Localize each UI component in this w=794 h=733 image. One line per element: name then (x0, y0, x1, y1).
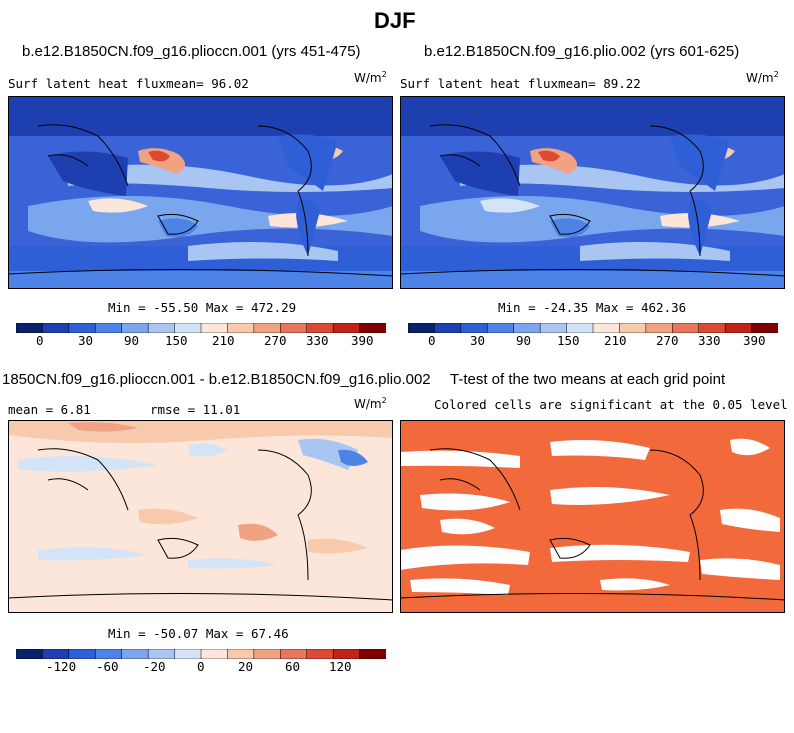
panel-4-title: T-test of the two means at each grid poi… (450, 371, 726, 388)
panel-1-colorbar-swatch (68, 323, 96, 333)
panel-1-colorbar-swatch (306, 323, 334, 333)
panel-3-colorbar-label: 120 (329, 659, 352, 674)
panel-3-mean: mean = 6.81 (8, 402, 91, 417)
panel-2-colorbar-swatch (751, 323, 778, 333)
panel-1-colorbar-label: 30 (78, 333, 94, 348)
panel-2-colorbar-swatch (724, 323, 753, 333)
panel-3-colorbar-swatch (332, 649, 361, 659)
panel-2-colorbar-swatch (487, 323, 515, 333)
panel-1-colorbar-label: 330 (306, 333, 329, 348)
figure-title: DJF (374, 8, 416, 33)
panel-1-colorbar-swatch (227, 323, 255, 333)
panel-3-colorbar-swatch (174, 649, 202, 659)
panel-1-colorbar-labels: 0 30 90 150 210 270 330 390 (0, 333, 400, 349)
panel-2-colorbar-labels: 0 30 90 150 210 270 330 390 (392, 333, 792, 349)
panel-1-colorbar-label: 390 (351, 333, 374, 348)
panel-2-colorbar-label: 210 (604, 333, 627, 348)
panel-1-colorbar-swatch (42, 323, 70, 333)
panel-1-colorbar-swatch (332, 323, 361, 333)
panel-2-colorbar (408, 323, 778, 333)
panel-1-colorbar-swatch (16, 323, 43, 333)
panel-2-colorbar-swatch (408, 323, 435, 333)
panel-1-colorbar-swatch (359, 323, 386, 333)
panel-1-colorbar-swatch (121, 323, 149, 333)
panel-3-minmax: Min = -50.07 Max = 67.46 (108, 626, 289, 641)
panel-2-colorbar-label: 90 (516, 333, 532, 348)
panel-1-colorbar-label: 210 (212, 333, 235, 348)
panel-3-colorbar-label: 60 (285, 659, 301, 674)
panel-2-colorbar-swatch (513, 323, 541, 333)
panel-4-subtitle: Colored cells are significant at the 0.0… (434, 397, 788, 412)
panel-2-subtitle: Surf latent heat fluxmean= 89.22 (400, 76, 641, 91)
panel-1-colorbar-swatch (280, 323, 308, 333)
panel-3-colorbar-swatch (121, 649, 149, 659)
panel-3-rmse: rmse = 11.01 (150, 402, 241, 417)
panel-3-colorbar-label: 20 (238, 659, 254, 674)
panel-3-colorbar-swatch (68, 649, 96, 659)
panel-3-colorbar-label: -120 (46, 659, 77, 674)
panel-3-colorbar-swatch (306, 649, 334, 659)
panel-3-colorbar-label: 0 (197, 659, 205, 674)
panel-3-colorbar-label: -20 (143, 659, 166, 674)
panel-3-colorbar (16, 649, 386, 659)
panel-3-colorbar-swatch (359, 649, 386, 659)
panel-3-map (8, 420, 393, 613)
panel-3-colorbar-label: -60 (96, 659, 119, 674)
panel-3-units: W/m2 (354, 396, 387, 411)
panel-1-colorbar-swatch (253, 323, 281, 333)
panel-1-colorbar-label: 0 (36, 333, 44, 348)
panel-3-colorbar-swatch (200, 649, 228, 659)
panel-2-colorbar-swatch (434, 323, 462, 333)
panel-1-subtitle: Surf latent heat fluxmean= 96.02 (8, 76, 249, 91)
panel-3-colorbar-swatch (16, 649, 43, 659)
panel-2-title: b.e12.B1850CN.f09_g16.plio.002 (yrs 601-… (424, 43, 740, 60)
panel-1-colorbar-swatch (200, 323, 228, 333)
panel-2-units: W/m2 (746, 70, 779, 85)
panel-2-colorbar-label: 270 (656, 333, 679, 348)
panel-2-colorbar-label: 330 (698, 333, 721, 348)
panel-2-colorbar-swatch (539, 323, 568, 333)
panel-1-colorbar-label: 90 (124, 333, 140, 348)
panel-1-map (8, 96, 393, 289)
panel-2-colorbar-label: 390 (743, 333, 766, 348)
panel-1-colorbar-label: 270 (264, 333, 287, 348)
panel-1-title: b.e12.B1850CN.f09_g16.plioccn.001 (yrs 4… (22, 43, 361, 60)
panel-2-colorbar-swatch (698, 323, 726, 333)
panel-1-colorbar-swatch (174, 323, 202, 333)
panel-2-colorbar-swatch (672, 323, 700, 333)
panel-2-colorbar-swatch (645, 323, 673, 333)
panel-3-colorbar-labels: -120 -60 -20 0 20 60 120 (0, 659, 400, 675)
panel-3-colorbar-swatch (280, 649, 308, 659)
panel-1-colorbar-swatch (95, 323, 123, 333)
panel-1-colorbar-swatch (147, 323, 176, 333)
panel-3-colorbar-swatch (253, 649, 281, 659)
panel-2-colorbar-swatch (566, 323, 594, 333)
panel-1-units: W/m2 (354, 70, 387, 85)
panel-2-map (400, 96, 785, 289)
panel-1-colorbar (16, 323, 386, 333)
panel-2-colorbar-label: 0 (428, 333, 436, 348)
panel-3-colorbar-swatch (95, 649, 123, 659)
panel-2-colorbar-swatch (619, 323, 647, 333)
panel-2-colorbar-swatch (460, 323, 488, 333)
panel-1-minmax: Min = -55.50 Max = 472.29 (108, 300, 297, 315)
panel-4-map (400, 420, 785, 613)
panel-3-colorbar-swatch (227, 649, 255, 659)
panel-2-colorbar-label: 30 (470, 333, 486, 348)
panel-1-colorbar-label: 150 (165, 333, 188, 348)
panel-2-colorbar-swatch (592, 323, 620, 333)
panel-3-colorbar-swatch (147, 649, 176, 659)
panel-2-colorbar-label: 150 (557, 333, 580, 348)
panel-3-title: 1850CN.f09_g16.plioccn.001 - b.e12.B1850… (2, 371, 431, 388)
panel-2-minmax: Min = -24.35 Max = 462.36 (498, 300, 687, 315)
panel-3-colorbar-swatch (42, 649, 70, 659)
